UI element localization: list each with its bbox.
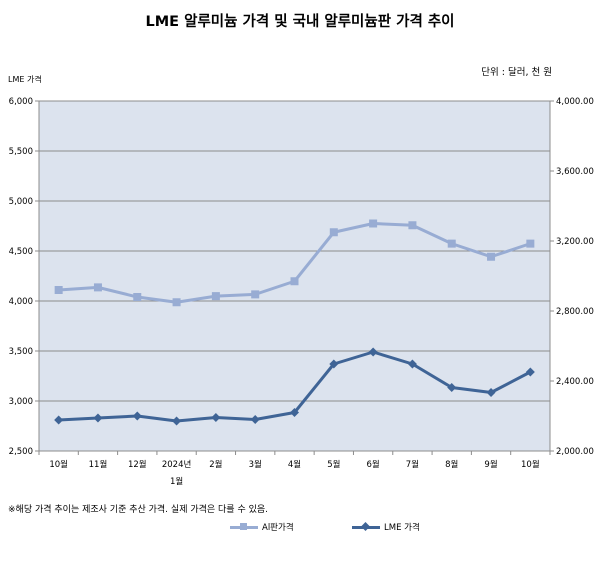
- legend-swatch-lme: [352, 521, 380, 531]
- y2-tick-label: 3,200.00: [556, 237, 594, 247]
- x-tick-label: 7월: [406, 459, 419, 470]
- chart-title: LME 알루미늄 가격 및 국내 알루미늄판 가격 추이: [145, 14, 455, 30]
- line-chart: 2,500 3,000 3,500 4,000 4,500 5,000 5,500 6,000…: [9, 97, 594, 487]
- y-tick-label: 2,500: [9, 447, 33, 457]
- data-point: [290, 408, 299, 417]
- x-tick-label: 2024년: [162, 459, 191, 470]
- x-tick-label: 12월: [128, 459, 147, 470]
- y2-tick-label: 2,800.00: [556, 307, 594, 317]
- y-tick-label: 4,000: [9, 297, 33, 307]
- data-point: [172, 298, 181, 307]
- data-point: [486, 388, 496, 397]
- data-point: [368, 347, 378, 357]
- legend-label-al-plate: Al판가격: [262, 523, 294, 533]
- data-point: [54, 415, 64, 425]
- x-tick-label: 11월: [89, 459, 108, 470]
- data-point: [93, 283, 102, 292]
- data-point: [408, 221, 417, 230]
- x-tick-label: 6월: [366, 459, 379, 470]
- x-tick-label: 9월: [484, 459, 497, 470]
- x-tick-label: 5월: [327, 459, 340, 470]
- x-tick-label: 2월: [209, 459, 222, 470]
- data-point: [211, 413, 221, 422]
- data-point: [447, 383, 457, 392]
- x-tick-label: 4월: [288, 459, 301, 470]
- data-point: [54, 286, 63, 294]
- data-point: [329, 359, 339, 369]
- data-point: [329, 228, 338, 237]
- data-point: [290, 277, 299, 286]
- data-point: [251, 290, 260, 299]
- y-tick-label: 5,000: [9, 197, 33, 207]
- x-tick-label: 3월: [249, 459, 262, 470]
- y-tick-label: 3,500: [9, 347, 33, 357]
- legend-item-al-plate: Al판가격: [230, 521, 294, 533]
- y2-tick-label: 2,400.00: [556, 377, 594, 387]
- data-point: [211, 292, 220, 301]
- legend-swatch-al-plate: [230, 522, 258, 530]
- legend-item-lme: LME 가격: [352, 521, 420, 533]
- x-tick-label: 1월: [170, 476, 183, 487]
- data-point: [369, 219, 378, 228]
- data-point: [407, 359, 417, 369]
- data-point: [525, 367, 535, 377]
- unit-label: 단위 : 달러, 천 원: [481, 67, 552, 78]
- data-point: [133, 293, 142, 301]
- y2-tick-label: 2,000.00: [556, 447, 594, 457]
- data-point: [526, 239, 535, 248]
- x-tick-label: 10월: [49, 459, 68, 470]
- data-point: [93, 413, 103, 423]
- y-tick-label: 6,000: [9, 97, 33, 107]
- y-axis-label: LME 가격: [8, 75, 42, 84]
- data-point: [447, 239, 456, 248]
- data-point: [132, 411, 142, 421]
- x-tick-label: 8월: [445, 459, 458, 470]
- footnote: ※해당 가격 추이는 제조사 기준 추산 가격. 실제 가격은 다를 수 있음.: [8, 505, 269, 515]
- y-tick-label: 4,500: [9, 247, 33, 257]
- plot-area: [38, 100, 551, 452]
- y2-tick-label: 3,600.00: [556, 167, 594, 177]
- legend-label-lme: LME 가격: [384, 523, 420, 533]
- y2-tick-label: 4,000.00: [556, 97, 594, 107]
- x-tick-label: 10월: [521, 459, 540, 470]
- data-point: [172, 416, 182, 426]
- y-tick-label: 5,500: [9, 147, 33, 157]
- data-point: [250, 415, 260, 424]
- y-tick-label: 3,000: [9, 397, 33, 407]
- data-point: [487, 252, 496, 261]
